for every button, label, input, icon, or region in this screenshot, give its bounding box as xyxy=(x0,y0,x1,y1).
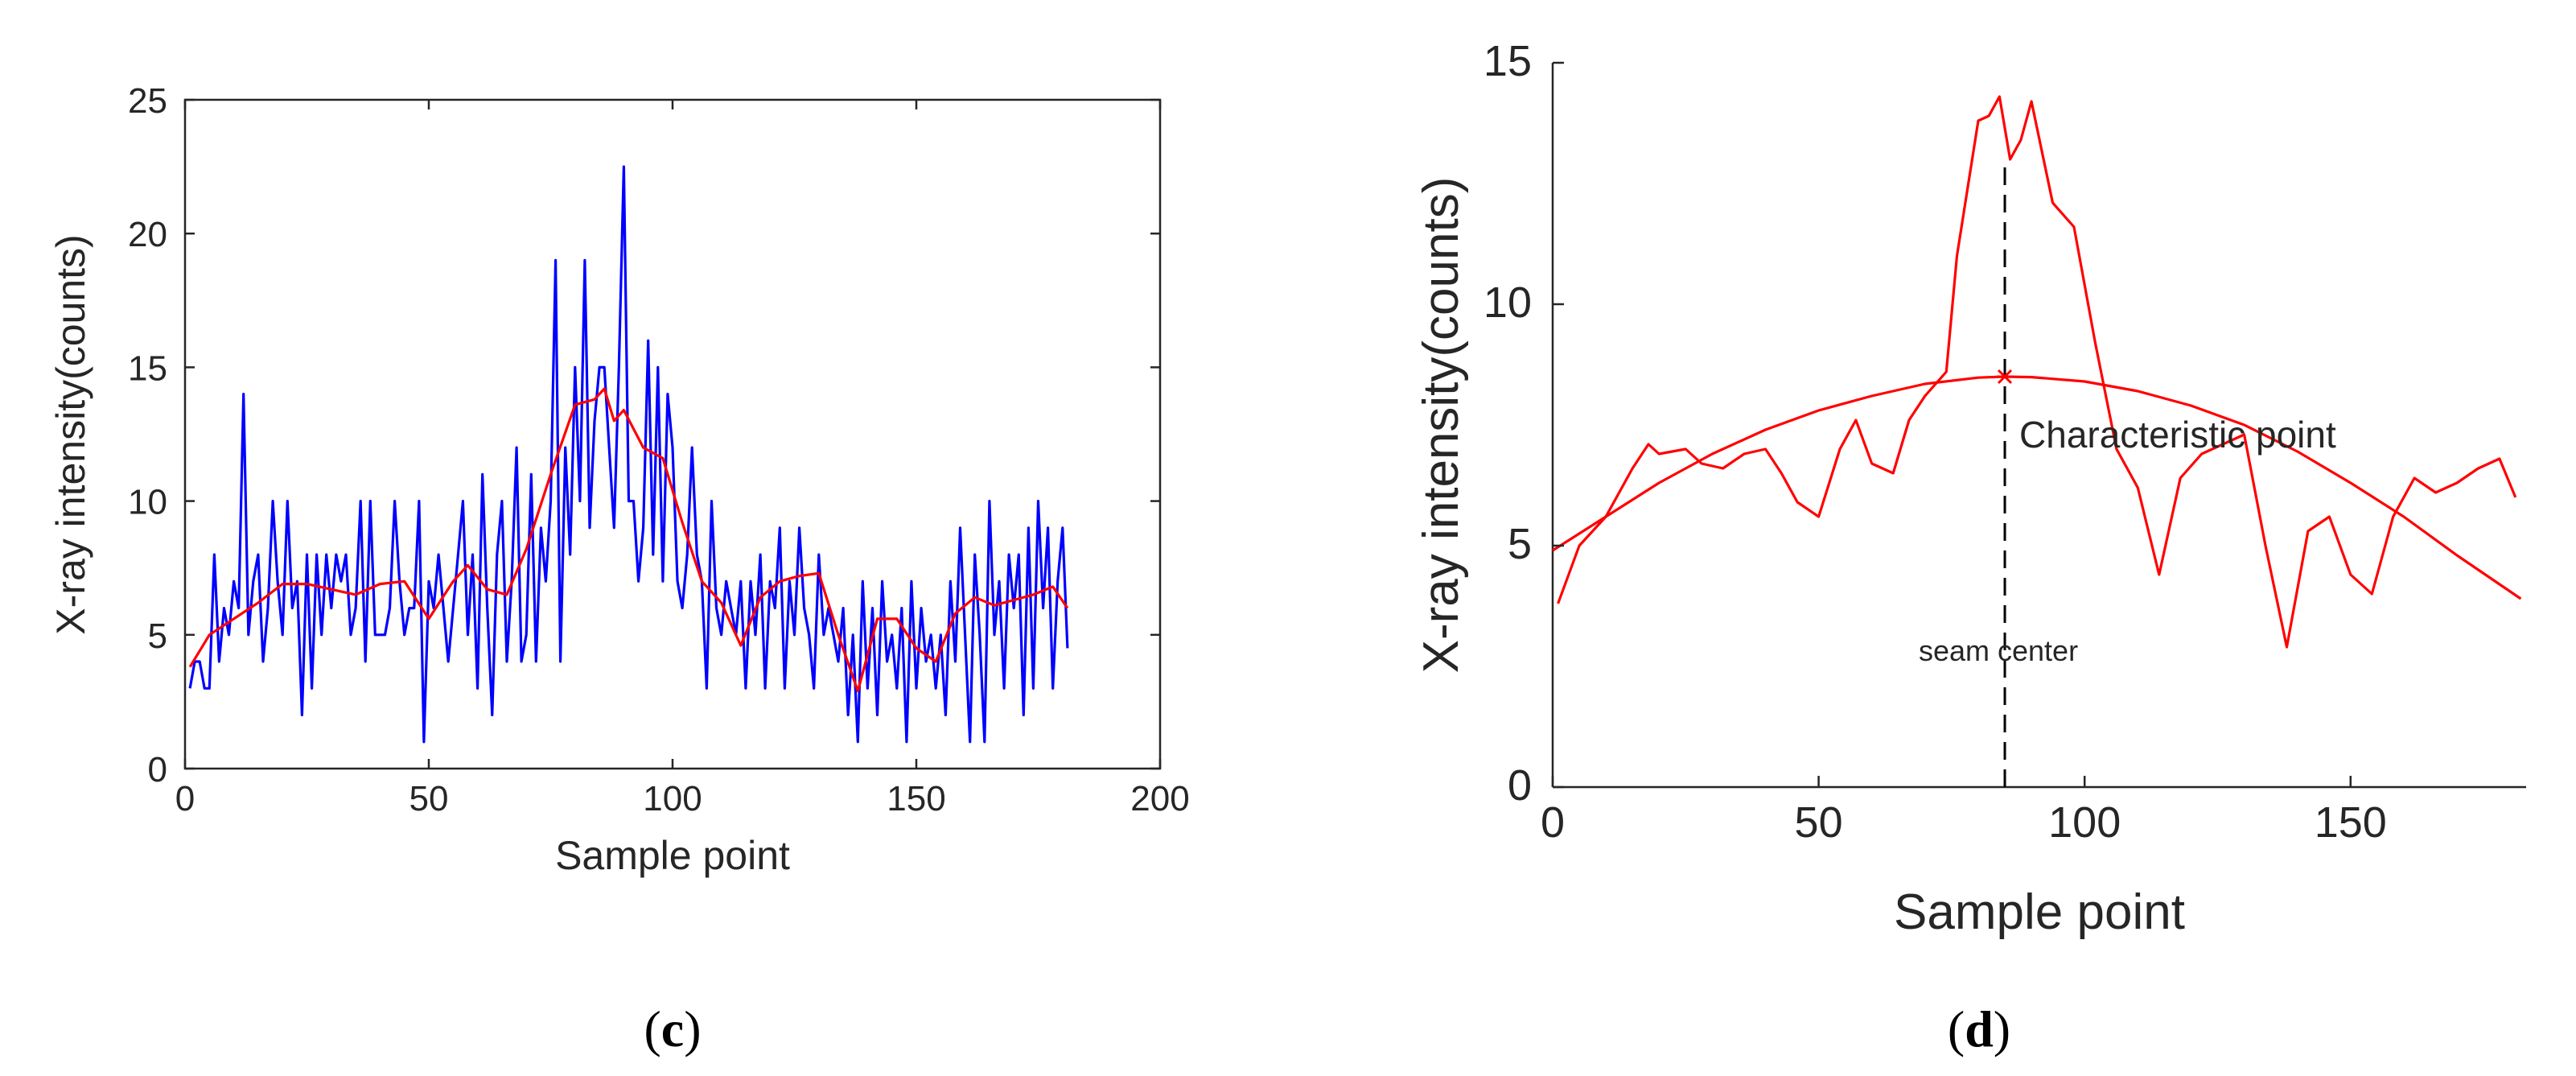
series-line-2 xyxy=(188,387,1069,693)
chart-d-y-ticks: 0 5 10 15 xyxy=(1483,37,1564,810)
chart-d-x-axis-label: Sample point xyxy=(1894,884,2185,940)
y-tick-label: 20 xyxy=(128,215,167,254)
x-tick-label: 200 xyxy=(1130,779,1189,818)
x-tick-label: 150 xyxy=(887,779,945,818)
panel-label-c-open: ( xyxy=(644,1000,660,1057)
y-tick-label: 25 xyxy=(128,81,167,121)
y-tick-label: 0 xyxy=(1508,761,1532,810)
x-tick-label: 0 xyxy=(175,779,195,818)
series-line-1 xyxy=(188,165,1069,744)
y-tick-label: 5 xyxy=(148,616,167,656)
y-tick-label: 5 xyxy=(1508,520,1532,568)
series-line-1 xyxy=(1557,95,2517,649)
panel-label-c-close: ) xyxy=(684,1000,701,1057)
panel-label-c-letter: c xyxy=(661,1000,684,1057)
chart-d-x-ticks: 0 50 100 150 xyxy=(1541,776,2387,847)
x-tick-label: 50 xyxy=(1795,798,1843,847)
chart-d-plot-area xyxy=(1551,63,2526,789)
y-tick-label: 15 xyxy=(1483,37,1532,85)
x-tick-label: 50 xyxy=(409,779,449,818)
chart-c-y-ticks: 0 5 10 15 20 25 xyxy=(128,81,1160,789)
panel-label-d-letter: d xyxy=(1965,1000,1994,1057)
chart-c-x-axis-label: Sample point xyxy=(555,833,790,878)
y-tick-label: 15 xyxy=(128,348,167,388)
y-tick-label: 10 xyxy=(1483,278,1532,327)
y-tick-label: 10 xyxy=(128,483,167,522)
chart-d-y-axis-label: X-ray intensity(counts) xyxy=(1414,177,1469,674)
x-tick-label: 150 xyxy=(2315,798,2387,847)
panel-label-d-open: ( xyxy=(1948,1000,1965,1057)
chart-c-x-ticks: 0 50 100 150 200 xyxy=(175,100,1190,818)
seam-center-annotation: seam center xyxy=(1919,634,2078,667)
x-tick-label: 0 xyxy=(1541,798,1565,847)
x-tick-label: 100 xyxy=(2048,798,2121,847)
y-tick-label: 0 xyxy=(148,750,167,789)
x-tick-label: 100 xyxy=(643,779,702,818)
panel-label-c: (c) xyxy=(644,1000,701,1057)
chart-panel-c: 0 50 100 150 200 0 5 10 15 20 25 Sample point X-r… xyxy=(48,81,1190,878)
chart-c-plot-area xyxy=(183,98,1162,770)
chart-panel-d: 0 50 100 150 0 5 10 15 Sample point X-ray inte… xyxy=(1414,37,2526,940)
chart-c-y-axis-label: X-ray intensity(counts) xyxy=(48,234,93,634)
panel-label-d: (d) xyxy=(1948,1000,2010,1057)
panel-label-d-close: ) xyxy=(1994,1000,2010,1057)
characteristic-point-annotation: Characteristic point xyxy=(2019,414,2336,456)
characteristic-point-marker xyxy=(1997,369,2014,385)
series-line-2 xyxy=(1552,375,2522,600)
